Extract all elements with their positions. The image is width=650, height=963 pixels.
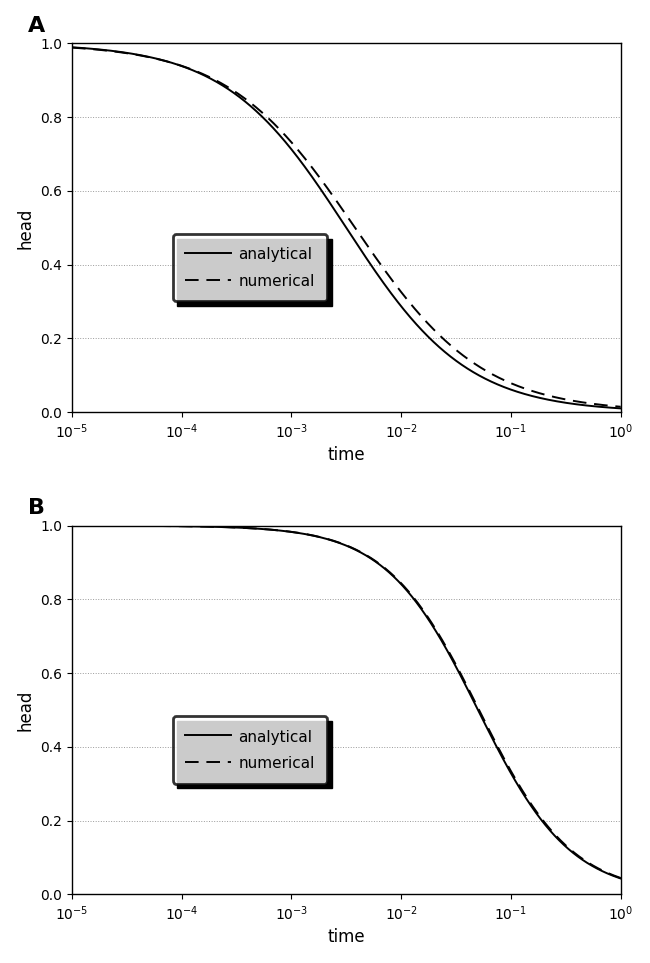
numerical <box>606 868 614 879</box>
analytical <box>606 402 614 413</box>
numerical <box>68 520 76 532</box>
numerical <box>617 872 625 884</box>
numerical <box>302 529 310 540</box>
X-axis label: time: time <box>328 446 365 464</box>
numerical <box>163 56 171 67</box>
analytical <box>617 872 625 884</box>
analytical <box>163 56 171 67</box>
numerical <box>302 154 310 166</box>
analytical <box>68 41 76 53</box>
analytical <box>302 163 310 174</box>
numerical <box>617 401 625 412</box>
numerical <box>606 400 614 411</box>
analytical <box>617 403 625 414</box>
numerical <box>68 41 76 53</box>
analytical <box>302 529 310 540</box>
analytical <box>131 520 138 532</box>
Text: A: A <box>28 16 46 36</box>
analytical <box>68 520 76 532</box>
X-axis label: time: time <box>328 928 365 947</box>
Y-axis label: head: head <box>17 207 34 248</box>
numerical <box>547 390 554 402</box>
analytical <box>606 869 614 880</box>
FancyBboxPatch shape <box>177 721 332 788</box>
Text: B: B <box>28 498 45 518</box>
FancyBboxPatch shape <box>177 239 332 306</box>
Y-axis label: head: head <box>17 690 34 731</box>
numerical <box>278 525 286 536</box>
numerical <box>131 49 138 61</box>
numerical <box>278 126 286 138</box>
analytical <box>278 525 286 536</box>
Line: numerical: numerical <box>72 47 621 406</box>
Legend: analytical, numerical: analytical, numerical <box>173 716 327 784</box>
analytical <box>278 133 286 144</box>
numerical <box>163 520 171 532</box>
Line: analytical: analytical <box>72 526 621 878</box>
analytical <box>131 48 138 60</box>
Line: numerical: numerical <box>72 526 621 878</box>
Line: analytical: analytical <box>72 47 621 408</box>
analytical <box>163 520 171 532</box>
analytical <box>547 395 554 406</box>
Legend: analytical, numerical: analytical, numerical <box>173 234 327 301</box>
numerical <box>547 824 554 836</box>
numerical <box>131 520 138 532</box>
analytical <box>547 825 554 837</box>
